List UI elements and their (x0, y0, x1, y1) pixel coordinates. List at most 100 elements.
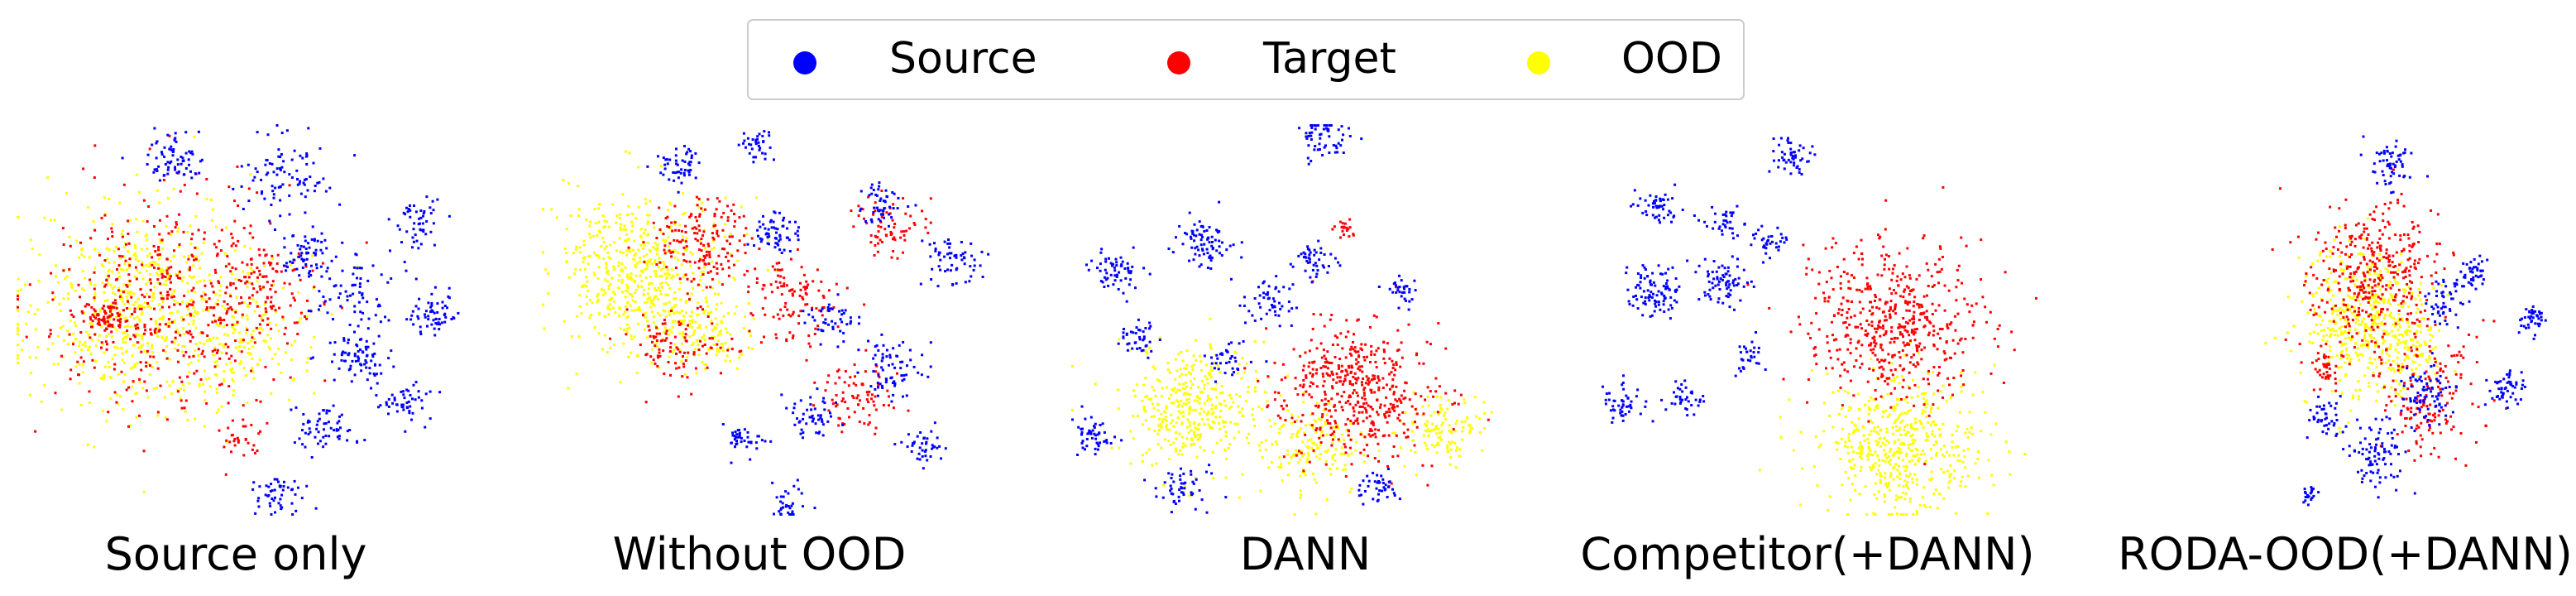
data-point (791, 510, 794, 513)
data-point (606, 305, 610, 308)
data-point (1300, 449, 1303, 453)
data-point (1313, 478, 1316, 481)
data-point (747, 346, 750, 349)
data-point (175, 301, 179, 304)
data-point (1180, 405, 1184, 408)
data-point (1421, 405, 1424, 408)
data-point (657, 286, 660, 290)
data-point (874, 432, 877, 435)
data-point (285, 269, 288, 272)
data-point (1203, 383, 1206, 387)
data-point (1349, 420, 1353, 422)
data-point (158, 201, 161, 204)
data-point (152, 387, 156, 390)
data-point (1347, 364, 1350, 368)
data-point (17, 290, 19, 293)
data-point (277, 329, 280, 333)
data-point (122, 283, 126, 286)
data-point (1151, 464, 1154, 467)
data-point (148, 265, 151, 268)
data-point (432, 222, 435, 225)
data-point (735, 440, 738, 443)
data-point (843, 423, 846, 425)
data-point (141, 293, 144, 296)
data-point (716, 232, 719, 235)
data-point (1321, 413, 1324, 416)
data-point (716, 197, 719, 200)
data-point (649, 275, 652, 278)
data-point (682, 335, 685, 339)
data-point (230, 308, 233, 311)
data-point (664, 217, 668, 220)
data-point (575, 372, 578, 376)
data-point (624, 305, 627, 308)
data-point (1374, 435, 1377, 439)
data-point (925, 440, 928, 444)
data-point (241, 261, 244, 264)
data-point (646, 220, 649, 223)
data-point (1392, 363, 1396, 367)
data-point (136, 259, 140, 262)
data-point (936, 436, 939, 440)
data-point (1152, 388, 1156, 392)
data-point (1363, 387, 1367, 390)
data-point (265, 310, 268, 313)
data-point (783, 305, 787, 308)
data-point (1322, 375, 1325, 378)
data-point (624, 296, 627, 299)
data-point (176, 348, 180, 352)
data-point (802, 412, 805, 416)
data-point (730, 209, 733, 212)
data-point (951, 283, 955, 286)
data-point (1460, 421, 1463, 424)
data-point (1396, 416, 1400, 420)
data-point (113, 326, 116, 329)
data-point (866, 393, 869, 397)
data-point (380, 372, 383, 375)
data-point (811, 414, 814, 417)
data-point (46, 348, 50, 351)
data-point (387, 405, 390, 408)
data-point (882, 199, 885, 203)
data-point (707, 244, 711, 248)
data-point (589, 314, 592, 317)
data-point (1305, 424, 1307, 427)
data-point (658, 290, 662, 292)
data-point (264, 312, 267, 315)
data-point (164, 163, 167, 166)
data-point (673, 312, 676, 315)
data-point (1150, 416, 1153, 419)
data-point (1344, 368, 1348, 372)
data-point (133, 307, 136, 310)
data-point (240, 360, 243, 363)
data-point (1174, 358, 1177, 361)
data-point (1314, 512, 1318, 516)
data-point (1395, 434, 1398, 437)
data-point (231, 323, 234, 326)
data-point (688, 260, 692, 263)
data-point (436, 302, 439, 305)
data-point (1331, 457, 1334, 460)
data-point (203, 343, 205, 346)
data-point (110, 330, 113, 334)
data-point (1357, 422, 1360, 425)
data-point (605, 263, 608, 267)
data-point (1331, 463, 1334, 466)
data-point (206, 334, 209, 337)
data-point (277, 502, 280, 505)
data-point (1324, 407, 1328, 411)
data-point (1431, 422, 1434, 425)
data-point (191, 255, 194, 258)
data-point (1154, 394, 1157, 397)
data-point (244, 276, 247, 279)
data-point (778, 248, 782, 252)
data-point (609, 346, 612, 349)
data-point (159, 254, 162, 257)
data-point (161, 318, 165, 321)
data-point (1355, 440, 1358, 444)
data-point (898, 344, 901, 347)
data-point (1403, 464, 1406, 468)
data-point (622, 342, 625, 345)
data-point (117, 276, 121, 279)
data-point (1447, 399, 1450, 402)
